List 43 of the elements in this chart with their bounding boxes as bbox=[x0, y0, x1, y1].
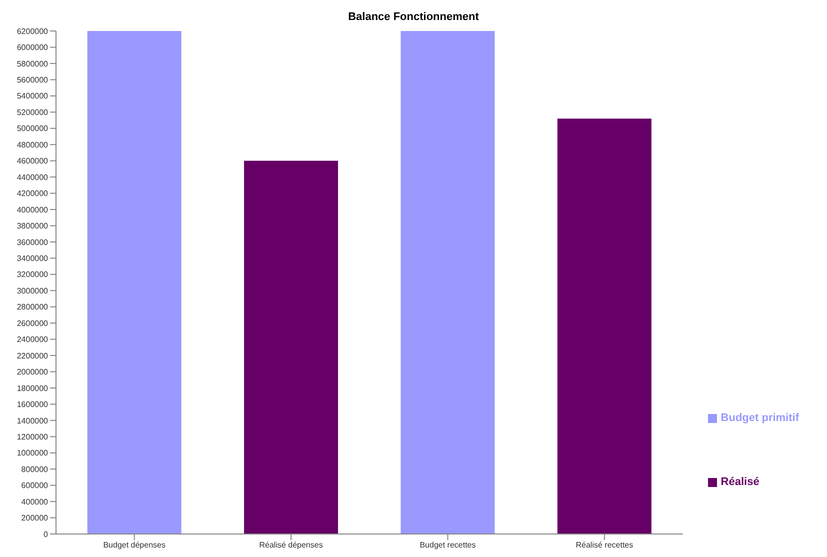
y-tick-label: 200000 bbox=[21, 514, 49, 523]
bar bbox=[557, 118, 652, 534]
y-tick-label: 1000000 bbox=[16, 448, 49, 458]
y-tick-label: 4400000 bbox=[16, 172, 49, 182]
y-tick-label: 3600000 bbox=[16, 238, 49, 247]
y-tick-label: 3400000 bbox=[16, 254, 49, 263]
y-tick-label: 5200000 bbox=[16, 108, 49, 117]
y-tick-label: 1600000 bbox=[16, 400, 49, 410]
y-tick-label: 1200000 bbox=[16, 432, 49, 442]
bar bbox=[244, 160, 338, 534]
y-tick-label: 4800000 bbox=[16, 140, 49, 150]
y-tick-label: 6200000 bbox=[16, 26, 49, 36]
y-tick-label: 1800000 bbox=[16, 384, 49, 393]
y-tick-label: 5400000 bbox=[16, 92, 49, 101]
y-tick-label: 4600000 bbox=[16, 156, 49, 166]
bar bbox=[400, 31, 495, 534]
y-tick-label: 2600000 bbox=[16, 318, 49, 328]
y-tick-label: 0 bbox=[44, 530, 49, 539]
y-tick-label: 2000000 bbox=[16, 368, 49, 377]
y-tick-label: 4000000 bbox=[16, 205, 49, 214]
x-tick-label: Budget dépenses bbox=[103, 540, 166, 550]
y-tick-label: 5000000 bbox=[16, 124, 49, 134]
x-tick-label: Réalisé recettes bbox=[576, 540, 634, 550]
legend-label: Réalisé bbox=[720, 476, 760, 488]
y-tick-label: 800000 bbox=[21, 464, 49, 474]
chart-title: Balance Fonctionnement bbox=[347, 10, 480, 25]
y-tick-label: 6000000 bbox=[16, 43, 49, 52]
y-tick-label: 5600000 bbox=[16, 76, 49, 85]
y-tick-label: 3800000 bbox=[16, 222, 49, 231]
y-tick-label: 2200000 bbox=[16, 351, 49, 360]
bar bbox=[87, 31, 182, 534]
y-tick-label: 3200000 bbox=[16, 270, 49, 280]
y-tick-label: 4200000 bbox=[16, 189, 49, 198]
y-tick-label: 5800000 bbox=[16, 59, 49, 68]
y-tick-label: 3000000 bbox=[16, 286, 49, 296]
y-tick-label: 1400000 bbox=[16, 416, 49, 426]
x-tick-label: Réalisé dépenses bbox=[259, 540, 323, 550]
x-tick-label: Budget recettes bbox=[420, 540, 476, 550]
y-tick-label: 2800000 bbox=[16, 302, 49, 312]
y-tick-label: 2400000 bbox=[16, 335, 49, 344]
y-tick-label: 600000 bbox=[21, 481, 49, 490]
y-tick-label: 400000 bbox=[21, 497, 49, 506]
legend-label: Budget primitif bbox=[720, 412, 799, 424]
